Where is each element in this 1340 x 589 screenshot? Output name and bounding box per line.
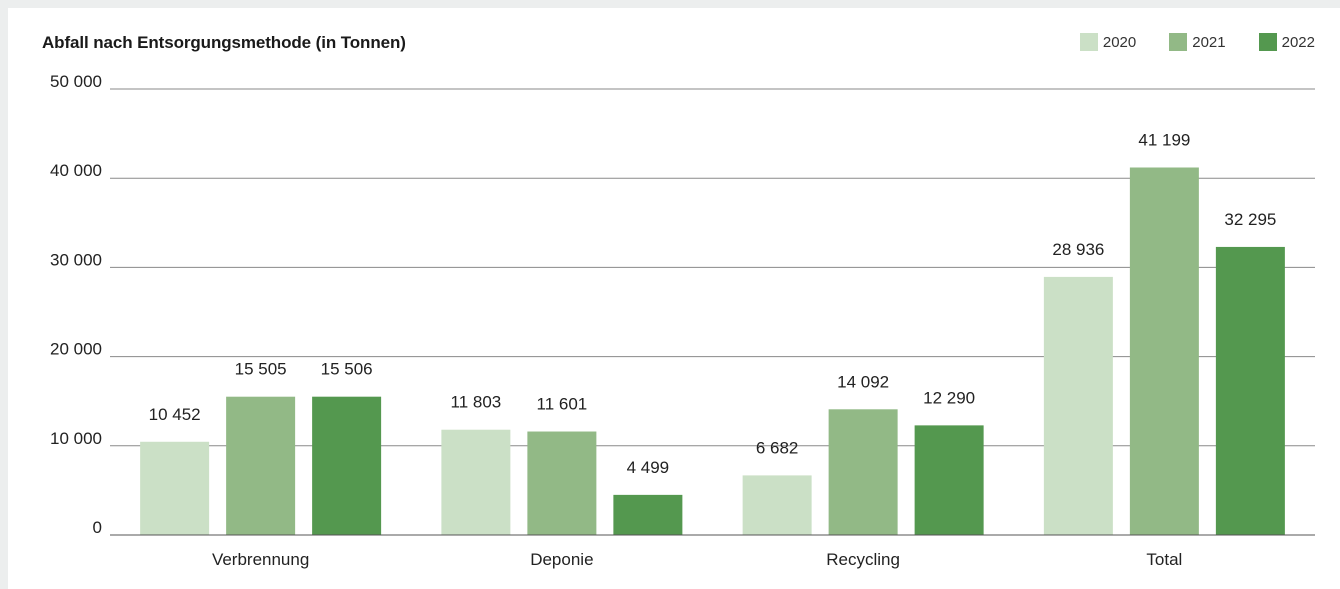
y-tick-label: 30 000 [50,250,102,269]
data-label: 41 199 [1138,131,1190,150]
bar-2020-deponie [441,429,511,535]
bar-2022-recycling [914,425,984,535]
legend-item-2021: 2021 [1169,33,1226,51]
data-label: 12 290 [923,388,975,407]
y-tick-label: 0 [93,518,102,537]
legend-label-2021: 2021 [1192,33,1226,51]
legend-item-2022: 2022 [1258,33,1315,51]
legend-label-2020: 2020 [1102,33,1137,51]
data-label: 11 803 [451,393,502,412]
data-label: 28 936 [1052,240,1104,259]
bar-2022-total [1215,246,1285,536]
bar-2020-verbrennung [140,441,210,535]
y-tick-label: 20 000 [50,340,102,359]
x-category-label: Deponie [530,550,593,569]
data-label: 15 506 [321,360,373,379]
bar-2020-total [1043,276,1113,535]
data-label: 11 601 [537,395,588,414]
data-label: 32 295 [1224,210,1276,229]
data-label: 14 092 [837,372,889,391]
bar-2021-verbrennung [226,396,296,535]
chart-legend: 2020 2021 2022 [1079,33,1315,51]
bar-2022-deponie [613,494,683,535]
y-tick-label: 40 000 [50,161,102,180]
bar-2021-deponie [527,431,597,535]
legend-swatch-2021 [1169,33,1188,51]
bar-2021-total [1129,167,1199,535]
data-label: 10 452 [149,405,201,424]
legend-item-2020: 2020 [1079,33,1137,51]
bar-2020-recycling [742,475,812,535]
bar-2021-recycling [828,409,898,535]
bar-2022-verbrennung [312,396,382,535]
y-tick-label: 10 000 [50,429,102,448]
data-label: 15 505 [235,360,287,379]
legend-swatch-2022 [1258,33,1277,51]
x-category-label: Recycling [826,550,900,569]
y-tick-label: 50 000 [50,72,102,91]
legend-swatch-2020 [1079,33,1098,51]
x-category-label: Verbrennung [212,550,309,569]
x-category-label: Total [1146,550,1182,569]
legend-label-2022: 2022 [1281,33,1315,51]
data-label: 4 499 [627,458,670,477]
data-label: 6 682 [756,438,799,457]
chart-title: Abfall nach Entsorgungsmethode (in Tonne… [42,33,406,52]
